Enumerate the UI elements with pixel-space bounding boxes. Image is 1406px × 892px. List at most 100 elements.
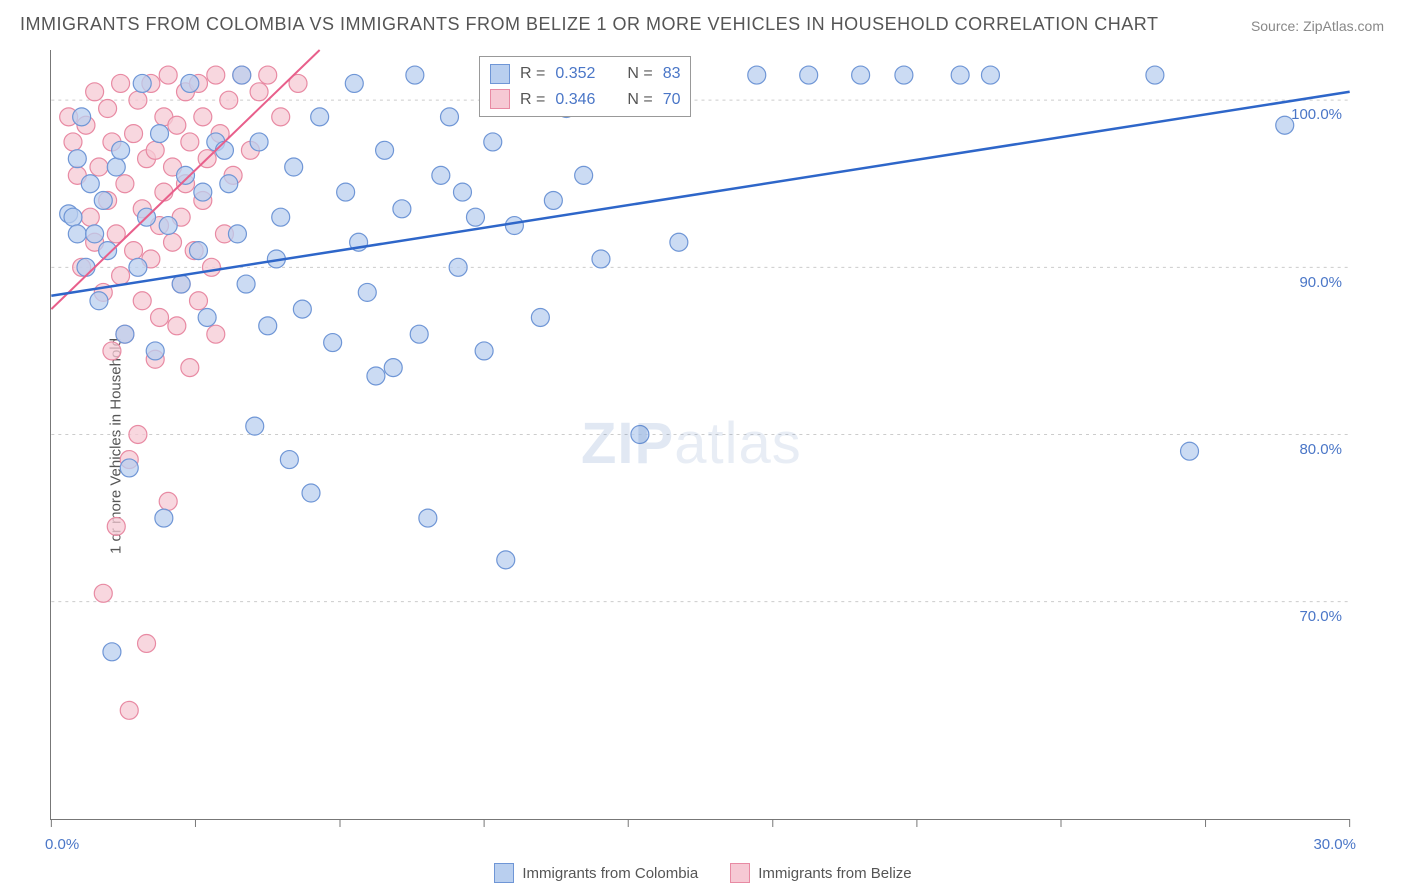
data-point xyxy=(449,258,467,276)
data-point xyxy=(441,108,459,126)
data-point xyxy=(99,100,117,118)
data-point xyxy=(246,417,264,435)
data-point xyxy=(215,141,233,159)
data-point xyxy=(272,108,290,126)
source-prefix: Source: xyxy=(1251,18,1303,34)
data-point xyxy=(64,208,82,226)
data-point xyxy=(155,183,173,201)
data-point xyxy=(151,308,169,326)
data-point xyxy=(280,451,298,469)
legend-swatch xyxy=(490,89,510,109)
data-point xyxy=(895,66,913,84)
data-point xyxy=(207,66,225,84)
data-point xyxy=(103,342,121,360)
data-point xyxy=(120,459,138,477)
data-point xyxy=(384,359,402,377)
legend-r-label: R = xyxy=(520,87,545,113)
data-point xyxy=(981,66,999,84)
data-point xyxy=(466,208,484,226)
data-point xyxy=(250,133,268,151)
data-point xyxy=(575,166,593,184)
data-point xyxy=(94,584,112,602)
data-point xyxy=(367,367,385,385)
data-point xyxy=(155,509,173,527)
data-point xyxy=(324,334,342,352)
data-point xyxy=(220,91,238,109)
series-legend-label: Immigrants from Colombia xyxy=(522,865,698,882)
chart-container: IMMIGRANTS FROM COLOMBIA VS IMMIGRANTS F… xyxy=(0,0,1406,892)
data-point xyxy=(376,141,394,159)
data-point xyxy=(285,158,303,176)
data-point xyxy=(133,74,151,92)
data-point xyxy=(748,66,766,84)
data-point xyxy=(64,133,82,151)
data-point xyxy=(177,166,195,184)
data-point xyxy=(94,191,112,209)
data-point xyxy=(311,108,329,126)
data-point xyxy=(505,217,523,235)
ytick-label: 80.0% xyxy=(1299,441,1342,458)
legend-row: R = 0.346 N = 70 xyxy=(490,87,680,113)
data-point xyxy=(337,183,355,201)
legend-swatch xyxy=(730,863,750,883)
data-point xyxy=(475,342,493,360)
data-point xyxy=(237,275,255,293)
series-legend-label: Immigrants from Belize xyxy=(758,865,911,882)
data-point xyxy=(259,66,277,84)
xtick-label: 0.0% xyxy=(45,836,79,853)
data-point xyxy=(107,517,125,535)
legend-n-value: 70 xyxy=(663,87,681,113)
data-point xyxy=(168,317,186,335)
data-point xyxy=(852,66,870,84)
data-point xyxy=(125,125,143,143)
data-point xyxy=(81,175,99,193)
data-point xyxy=(419,509,437,527)
data-layer xyxy=(51,50,1350,819)
data-point xyxy=(164,233,182,251)
legend-n-label: N = xyxy=(627,87,652,113)
source-link[interactable]: ZipAtlas.com xyxy=(1303,18,1384,34)
legend-swatch xyxy=(490,64,510,84)
legend-r-label: R = xyxy=(520,61,545,87)
data-point xyxy=(410,325,428,343)
data-point xyxy=(800,66,818,84)
data-point xyxy=(77,258,95,276)
legend-r-value: 0.346 xyxy=(555,87,611,113)
data-point xyxy=(129,426,147,444)
data-point xyxy=(68,150,86,168)
data-point xyxy=(202,258,220,276)
data-point xyxy=(358,283,376,301)
data-point xyxy=(233,66,251,84)
data-point xyxy=(73,108,91,126)
data-point xyxy=(112,267,130,285)
data-point xyxy=(129,91,147,109)
data-point xyxy=(189,242,207,260)
data-point xyxy=(146,141,164,159)
data-point xyxy=(259,317,277,335)
data-point xyxy=(90,292,108,310)
data-point xyxy=(107,158,125,176)
data-point xyxy=(168,116,186,134)
series-legend-item: Immigrants from Colombia xyxy=(494,863,698,883)
source-attribution: Source: ZipAtlas.com xyxy=(1251,18,1384,34)
data-point xyxy=(151,125,169,143)
legend-swatch xyxy=(494,863,514,883)
data-point xyxy=(302,484,320,502)
data-point xyxy=(138,634,156,652)
data-point xyxy=(631,426,649,444)
data-point xyxy=(497,551,515,569)
data-point xyxy=(125,242,143,260)
plot-area: 70.0%80.0%90.0%100.0%0.0%30.0% ZIPatlas … xyxy=(50,50,1350,820)
ytick-label: 90.0% xyxy=(1299,274,1342,291)
data-point xyxy=(159,492,177,510)
chart-title: IMMIGRANTS FROM COLOMBIA VS IMMIGRANTS F… xyxy=(20,14,1158,35)
data-point xyxy=(86,225,104,243)
data-point xyxy=(68,225,86,243)
data-point xyxy=(198,308,216,326)
data-point xyxy=(345,74,363,92)
data-point xyxy=(194,183,212,201)
data-point xyxy=(670,233,688,251)
data-point xyxy=(250,83,268,101)
data-point xyxy=(484,133,502,151)
data-point xyxy=(592,250,610,268)
